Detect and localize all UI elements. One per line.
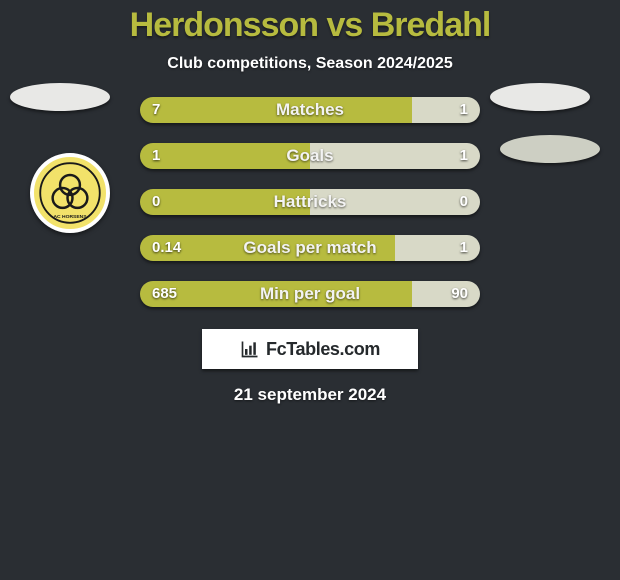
stat-value-left: 685 [152, 281, 177, 307]
stat-row: Matches7 1 [140, 97, 480, 123]
club-badge-icon: AC HORSENS [39, 162, 101, 224]
stat-row: Hattricks0 0 [140, 189, 480, 215]
stat-row: Min per goal685 90 [140, 281, 480, 307]
comparison-arena: AC HORSENS Matches71Goals11Hattricks00Go… [0, 97, 620, 327]
stat-bars: Matches71Goals11Hattricks00Goals per mat… [140, 97, 480, 327]
stat-value-right: 1 [460, 143, 468, 169]
stat-label: Goals per match [140, 235, 480, 261]
stat-label: Min per goal [140, 281, 480, 307]
stat-row: Goals1 1 [140, 143, 480, 169]
stat-value-right: 1 [460, 97, 468, 123]
stat-label: Goals [140, 143, 480, 169]
stat-label: Hattricks [140, 189, 480, 215]
stat-label: Matches [140, 97, 480, 123]
club-badge-label: AC HORSENS [53, 214, 87, 220]
stat-value-right: 90 [451, 281, 468, 307]
brand-box: FcTables.com [202, 329, 418, 369]
player-left-placeholder [10, 83, 110, 111]
stat-value-left: 0 [152, 189, 160, 215]
stat-row: Goals per match0.14 1 [140, 235, 480, 261]
player-right-placeholder-2 [500, 135, 600, 163]
stat-value-right: 1 [460, 235, 468, 261]
stat-value-left: 7 [152, 97, 160, 123]
club-badge: AC HORSENS [30, 153, 110, 233]
stat-value-left: 1 [152, 143, 160, 169]
brand-text: FcTables.com [266, 339, 380, 360]
chart-icon [240, 339, 260, 359]
stat-value-right: 0 [460, 189, 468, 215]
snapshot-date: 21 september 2024 [0, 385, 620, 405]
stat-value-left: 0.14 [152, 235, 181, 261]
page-title: Herdonsson vs Bredahl [0, 0, 620, 45]
player-right-placeholder [490, 83, 590, 111]
subtitle: Club competitions, Season 2024/2025 [0, 55, 620, 73]
